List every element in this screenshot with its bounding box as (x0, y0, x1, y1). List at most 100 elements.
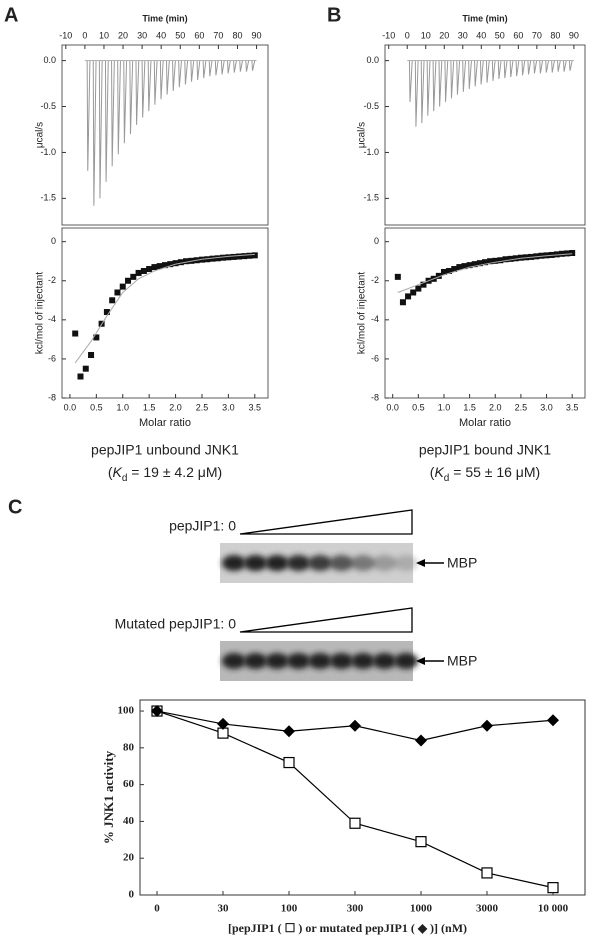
data-point (512, 255, 519, 262)
data-point (497, 257, 504, 264)
data-point (246, 252, 253, 259)
plot-frame (61, 227, 269, 399)
data-point (151, 264, 158, 271)
injection-peak (190, 60, 195, 82)
x-tick-label: 80 (550, 30, 560, 40)
gel-band (329, 555, 354, 571)
injection-peak (251, 60, 256, 71)
injection-peak (503, 60, 508, 79)
x-tick-label: 3.0 (222, 402, 235, 412)
injection-peak (527, 60, 532, 75)
gel-band (243, 555, 268, 571)
x-axis-label: Molar ratio (139, 417, 191, 429)
data-point (283, 756, 295, 769)
x-tick-label: 0 (82, 30, 87, 40)
y-tick-label: 20 (123, 852, 135, 864)
data-point (77, 373, 84, 380)
y-axis-label: % JNK1 activity (101, 750, 116, 844)
x-tick-label: 20 (439, 30, 449, 40)
data-point (507, 255, 514, 262)
data-point (151, 705, 163, 718)
injection-peak (239, 60, 244, 72)
x-tick-label: -10 (382, 30, 395, 40)
data-point (225, 254, 232, 261)
data-point (482, 259, 488, 266)
data-point (399, 299, 406, 306)
y-tick-label: 80 (123, 741, 135, 753)
data-point (481, 719, 493, 732)
y-tick-label: -8 (48, 392, 56, 402)
data-point (214, 255, 221, 262)
x-tick-label: 2.0 (169, 402, 182, 412)
x-tick-label: 90 (252, 30, 262, 40)
injection-peak (562, 60, 567, 72)
x-tick-label: 10 000 (538, 903, 569, 915)
injection-peak (129, 60, 134, 135)
x-tick-label: 30 (137, 30, 147, 40)
caption-title: pepJIP1 bound JNK1 (419, 442, 552, 458)
injection-peak (414, 60, 419, 127)
injection-peak (426, 60, 431, 116)
y-tick-label: 0.0 (43, 55, 56, 65)
data-point (410, 289, 417, 296)
data-point (177, 259, 184, 266)
injection-peak (533, 60, 538, 74)
injection-peak (474, 60, 478, 87)
data-point (558, 250, 565, 257)
data-point (172, 260, 179, 267)
x-tick-label: 0 (405, 30, 410, 40)
data-point (119, 283, 126, 290)
data-point (183, 258, 190, 265)
data-point (538, 252, 545, 259)
panel-letter: A (4, 4, 18, 26)
data-point (204, 256, 211, 263)
data-point (251, 252, 258, 259)
data-point (209, 255, 216, 262)
injection-peak (515, 60, 520, 77)
data-point (415, 836, 427, 848)
gel-band (308, 555, 332, 571)
x-tick-label: 1.0 (116, 402, 129, 412)
injection-peak (117, 60, 121, 155)
data-point (471, 261, 478, 268)
y-tick-label: 40 (123, 815, 135, 827)
y-tick-label: -0.5 (363, 101, 379, 111)
gel-band (329, 653, 354, 669)
y-tick-label: -8 (371, 392, 379, 402)
x-tick-label: 300 (347, 903, 364, 915)
x-tick-label: 40 (156, 30, 166, 40)
fit-line (74, 253, 255, 364)
caption-kd: (Kd = 55 ± 16 μM) (430, 464, 540, 484)
injection-peak (509, 60, 514, 78)
gel-band (265, 653, 289, 669)
y-tick-label: 0.0 (366, 55, 379, 65)
data-point (72, 330, 79, 337)
data-point (135, 269, 142, 276)
data-point (93, 334, 100, 341)
data-point (82, 365, 89, 372)
x-tick-label: 40 (476, 30, 486, 40)
x-tick-label: 0.0 (386, 402, 399, 412)
injection-peak (545, 60, 549, 73)
y-tick-label: 0 (51, 236, 56, 246)
data-point (492, 257, 499, 264)
x-tick-label: 2.5 (515, 402, 528, 412)
caption-part: ( (108, 464, 113, 480)
gel-band (308, 653, 332, 669)
x-tick-label: 20 (118, 30, 128, 40)
y-tick-label: -6 (371, 353, 379, 363)
injection-peak (468, 60, 472, 90)
y-tick-label: 0 (374, 236, 379, 246)
data-point (125, 277, 132, 284)
fit-line (397, 253, 573, 293)
x-tick-label: 1.5 (463, 402, 476, 412)
x-tick-label: 50 (495, 30, 505, 40)
data-point (349, 719, 361, 732)
gel-band (372, 653, 397, 669)
injection-peak (438, 60, 443, 107)
data-point (235, 253, 242, 260)
injection-peak (214, 60, 219, 76)
x-tick-label: 30 (218, 903, 230, 915)
y-axis-label: kcl/mol of injectant (35, 272, 46, 354)
